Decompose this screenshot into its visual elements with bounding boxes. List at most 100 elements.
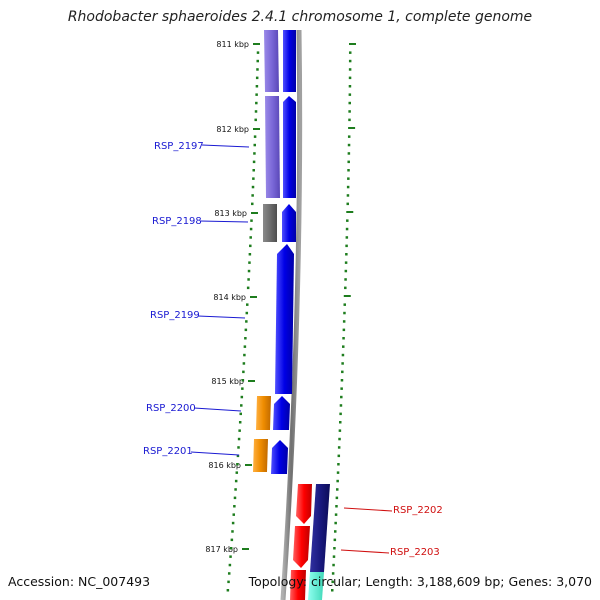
gene-label-rsp-2200[interactable]: RSP_2200	[146, 403, 196, 414]
cds-arrow[interactable]	[290, 570, 306, 600]
minor-tick	[348, 110, 351, 113]
minor-tick	[233, 496, 237, 500]
kbp-label: 813 kbp	[214, 209, 247, 218]
gene-leader-line	[197, 315, 246, 319]
minor-tick	[253, 143, 256, 147]
gene-label-rsp-2197[interactable]: RSP_2197	[154, 141, 204, 152]
cog-feature[interactable]	[256, 396, 271, 430]
minor-tick	[255, 93, 258, 96]
minor-tick	[226, 589, 230, 592]
gene-label-rsp-2202[interactable]: RSP_2202	[393, 505, 443, 516]
cds-arrow[interactable]	[296, 484, 312, 524]
cds-arrow[interactable]	[283, 30, 296, 92]
minor-tick	[343, 311, 346, 315]
minor-tick	[348, 68, 352, 71]
minor-tick	[333, 530, 337, 533]
minor-tick	[344, 278, 347, 281]
minor-tick	[349, 43, 356, 45]
cog-ring-outer	[253, 30, 330, 600]
minor-tick	[229, 547, 233, 550]
minor-tick	[341, 353, 345, 357]
gene-leader-line	[193, 407, 242, 412]
minor-tick	[249, 244, 252, 248]
cog-feature[interactable]	[253, 439, 268, 472]
minor-tick	[248, 261, 251, 264]
minor-tick	[234, 488, 237, 491]
minor-tick	[250, 219, 253, 222]
cog-feature[interactable]	[310, 484, 330, 572]
minor-tick	[256, 51, 260, 54]
minor-tick	[246, 303, 249, 306]
minor-tick	[248, 253, 252, 256]
cds-arrow[interactable]	[283, 96, 296, 198]
accession-label: Accession: NC_007493	[8, 574, 151, 589]
minor-tick	[337, 446, 341, 449]
minor-tick	[338, 429, 342, 432]
cog-feature[interactable]	[308, 572, 324, 600]
cds-arrow[interactable]	[275, 244, 294, 394]
cog-feature[interactable]	[265, 96, 280, 198]
minor-tick	[244, 328, 248, 332]
minor-tick	[347, 169, 350, 172]
minor-tick	[252, 177, 255, 180]
cds-arrow[interactable]	[293, 526, 310, 568]
minor-tick	[332, 555, 336, 558]
minor-tick	[241, 379, 245, 382]
cog-feature[interactable]	[263, 204, 277, 242]
minor-tick	[245, 320, 248, 323]
minor-tick	[255, 101, 258, 105]
minor-tick	[345, 227, 349, 231]
minor-tick	[243, 345, 247, 348]
minor-tick	[333, 538, 337, 542]
minor-tick	[347, 135, 351, 138]
kbp-label: 816 kbp	[208, 461, 241, 470]
minor-tick	[231, 530, 234, 533]
minor-tick	[337, 454, 341, 458]
minor-tick	[253, 135, 257, 138]
minor-tick	[245, 311, 249, 315]
minor-tick	[345, 253, 348, 256]
minor-tick	[255, 76, 259, 80]
minor-tick	[345, 236, 349, 239]
minor-tick	[340, 395, 343, 399]
minor-tick	[233, 505, 236, 508]
minor-tick	[332, 563, 335, 567]
kbp-label: 814 kbp	[213, 293, 246, 302]
minor-tick	[242, 370, 245, 374]
minor-tick	[344, 286, 347, 290]
minor-tick	[340, 379, 344, 382]
minor-tick	[347, 152, 351, 155]
minor-tick-scale	[226, 43, 356, 592]
minor-tick	[227, 572, 231, 575]
cds-arrow[interactable]	[282, 204, 296, 242]
cds-arrow[interactable]	[273, 396, 290, 430]
minor-tick	[238, 421, 242, 424]
minor-tick	[252, 169, 255, 172]
minor-tick	[343, 295, 351, 297]
kbp-label: 811 kbp	[216, 40, 249, 49]
minor-tick	[343, 303, 346, 306]
gene-label-rsp-2198[interactable]: RSP_2198	[152, 216, 202, 227]
cog-feature[interactable]	[264, 30, 279, 92]
gene-label-rsp-2203[interactable]: RSP_2203	[390, 547, 440, 558]
minor-tick	[345, 244, 348, 248]
minor-tick	[255, 85, 259, 88]
minor-tick	[244, 337, 247, 340]
minor-tick	[331, 580, 334, 584]
minor-tick	[342, 345, 345, 348]
minor-tick	[251, 185, 255, 189]
cds-arrow[interactable]	[271, 440, 288, 474]
chromosome-backbone	[280, 29, 303, 600]
minor-tick	[241, 387, 244, 390]
gene-label-rsp-2201[interactable]: RSP_2201	[143, 446, 193, 457]
minor-tick	[342, 337, 345, 340]
minor-tick	[331, 589, 334, 592]
map-title: Rhodobacter sphaeroides 2.4.1 chromosome…	[67, 9, 533, 25]
gene-label-rsp-2199[interactable]: RSP_2199	[150, 310, 200, 321]
minor-tick	[335, 505, 338, 508]
minor-tick	[335, 496, 339, 500]
minor-tick	[348, 127, 356, 129]
minor-tick	[346, 194, 350, 197]
minor-tick	[348, 85, 352, 88]
